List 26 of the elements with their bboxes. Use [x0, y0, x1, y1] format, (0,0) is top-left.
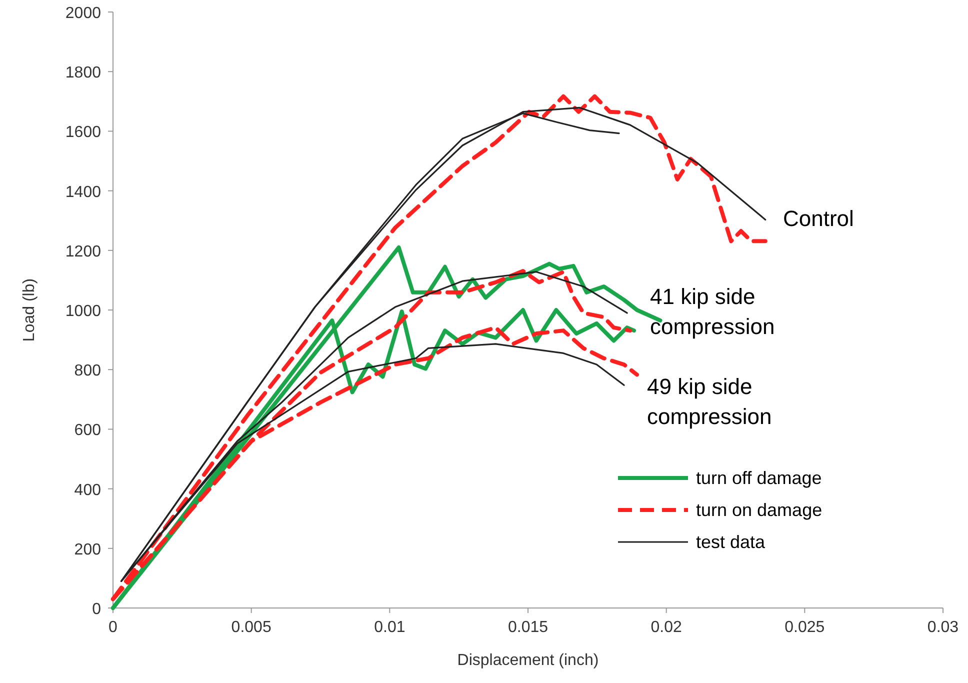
- x-tick-label: 0.01: [374, 619, 406, 636]
- y-tick-label: 200: [74, 541, 102, 558]
- y-tick-label: 1000: [65, 303, 102, 320]
- x-axis-title: Displacement (inch): [457, 652, 599, 669]
- y-tick-label: 1200: [65, 243, 102, 260]
- legend-label: turn off damage: [696, 468, 822, 488]
- x-tick-label: 0.03: [927, 619, 959, 636]
- x-tick-label: 0.015: [508, 619, 548, 636]
- x-tick-label: 0.005: [231, 619, 272, 636]
- y-tick-label: 400: [74, 482, 102, 499]
- annotation: 49 kip side compression: [647, 374, 772, 429]
- y-tick-label: 600: [74, 422, 102, 440]
- x-tick-label: 0.025: [784, 619, 825, 636]
- x-tick-label: 0.02: [650, 619, 682, 636]
- legend-label: turn on damage: [696, 500, 822, 520]
- annotation: 41 kip side compression: [650, 284, 775, 339]
- y-tick-label: 1400: [65, 184, 102, 201]
- y-tick-label: 0: [92, 601, 102, 618]
- y-tick-label: 800: [74, 362, 102, 380]
- legend-label: test data: [696, 532, 766, 552]
- y-tick-label: 2000: [65, 5, 102, 22]
- y-axis-title: Load (lb): [21, 278, 38, 342]
- x-tick-label: 0: [108, 619, 118, 636]
- y-tick-label: 1800: [65, 64, 102, 82]
- annotation: Control: [783, 206, 854, 231]
- y-tick-label: 1600: [65, 124, 102, 142]
